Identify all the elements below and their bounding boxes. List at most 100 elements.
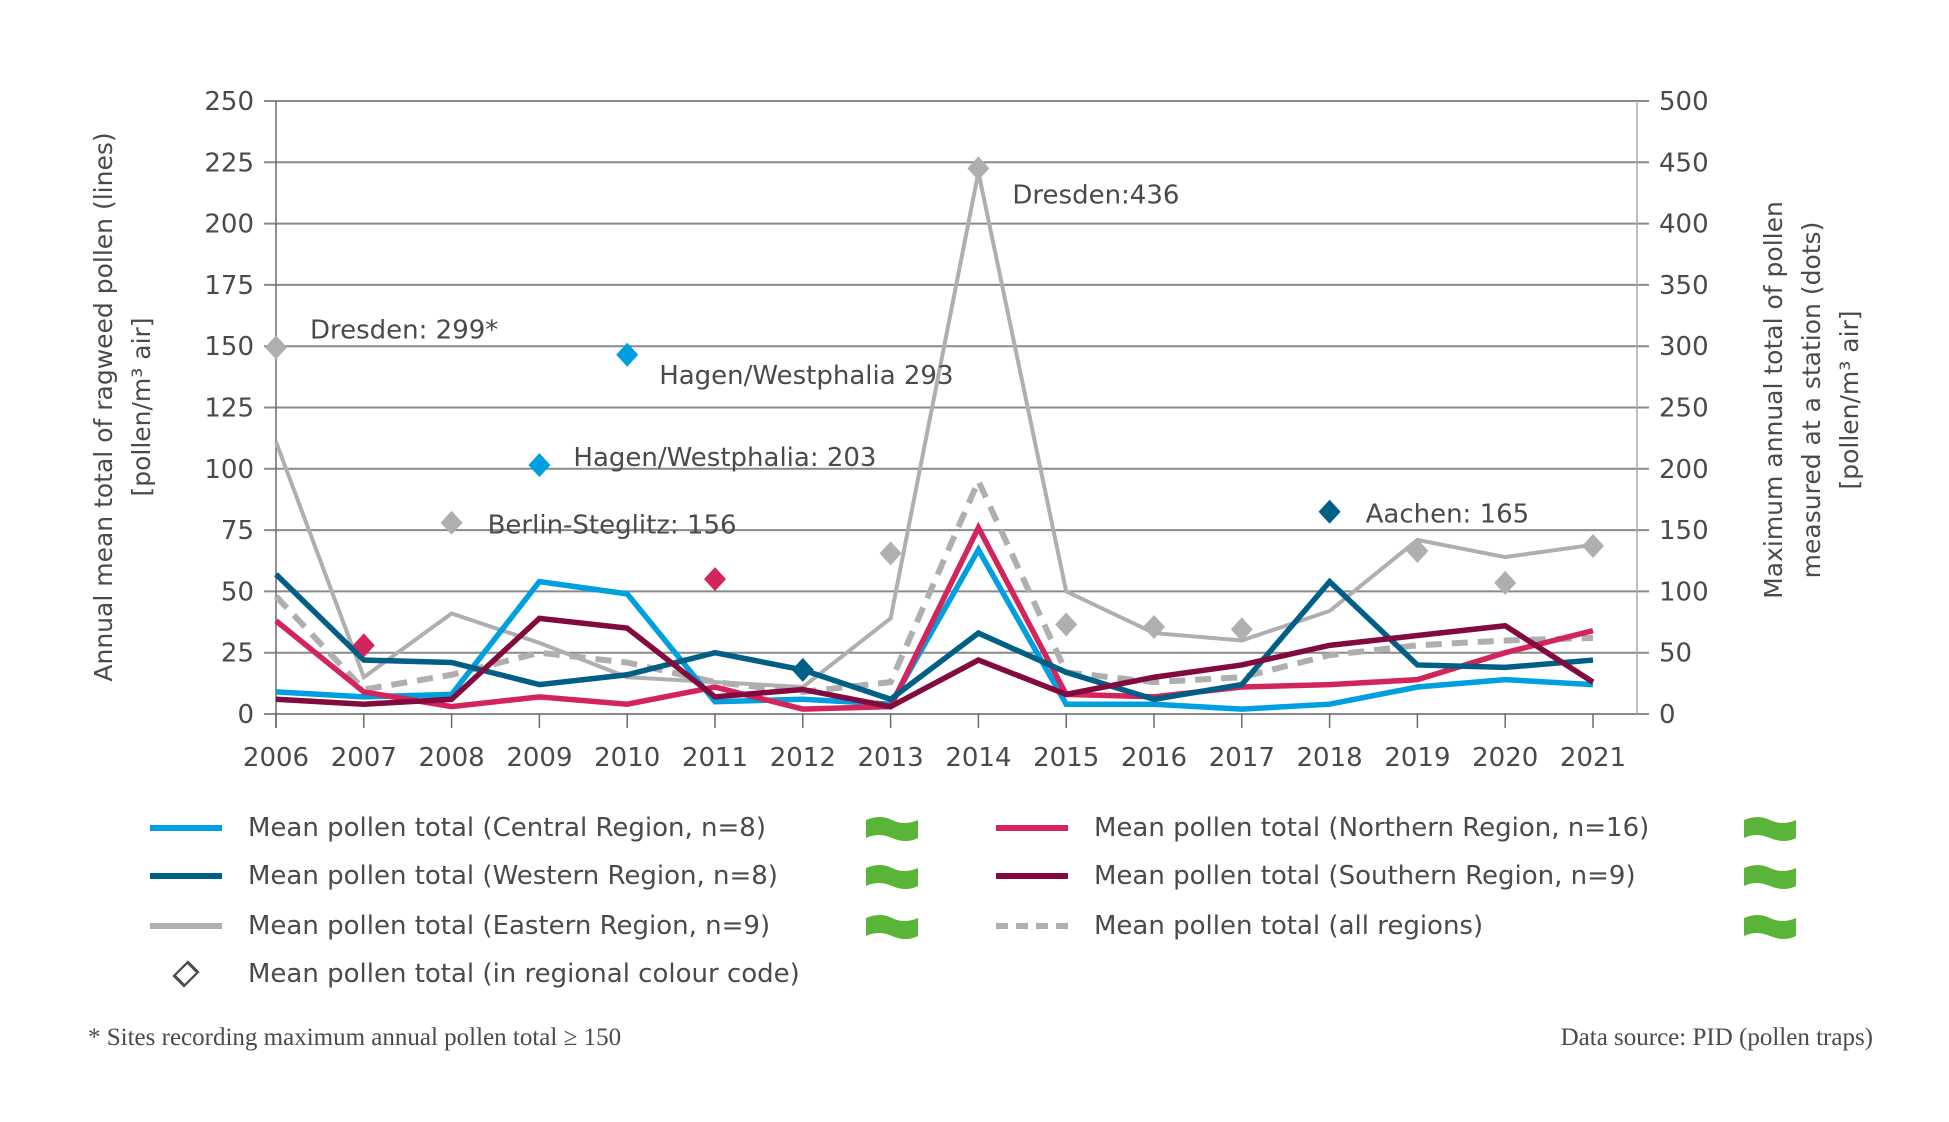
x-tick-label: 2014	[945, 743, 1011, 773]
wave-trend-icon	[1744, 915, 1796, 939]
legend-item-all: Mean pollen total (all regions)	[996, 906, 1483, 946]
legend-label: Mean pollen total (Southern Region, n=9)	[1094, 861, 1636, 891]
y-tick-label-right: 200	[1659, 455, 1709, 485]
marker-diamond-2019	[1406, 538, 1429, 563]
y-tick-label-left: 50	[221, 577, 254, 607]
legend-item-western: Mean pollen total (Western Region, n=8)	[150, 856, 778, 896]
legend-item-central: Mean pollen total (Central Region, n=8)	[150, 808, 766, 848]
marker-annotation: Berlin-Steglitz: 156	[488, 511, 737, 541]
left-axis-title: Annual mean total of ragweed pollen (lin…	[89, 132, 118, 681]
legend-swatch-southern	[996, 873, 1068, 879]
y-tick-label-right: 50	[1659, 639, 1692, 669]
y-tick-label-right: 100	[1659, 577, 1709, 607]
y-tick-label-left: 25	[221, 639, 254, 669]
x-tick-label: 2016	[1121, 743, 1187, 773]
marker-annotation: Dresden:436	[1012, 180, 1179, 210]
y-tick-label-left: 100	[204, 455, 254, 485]
legend-item-eastern: Mean pollen total (Eastern Region, n=9)	[150, 906, 770, 946]
marker-diamond-2006	[265, 335, 287, 360]
marker-annotation: Hagen/Westphalia: 203	[573, 443, 876, 473]
legend-swatch-central	[150, 825, 222, 831]
marker-diamond-2017	[1230, 617, 1253, 642]
legend-swatch-northern	[996, 825, 1068, 831]
marker-annotation: Aachen: 165	[1366, 500, 1530, 530]
legend-swatch-western	[150, 873, 222, 879]
marker-diamond-2008	[440, 510, 463, 535]
x-tick-label: 2021	[1560, 743, 1626, 773]
marker-annotation: Dresden: 299*	[310, 315, 498, 345]
left-axis-unit: [pollen/m³ air]	[127, 317, 156, 496]
x-tick-label: 2017	[1209, 743, 1275, 773]
y-tick-label-left: 125	[204, 394, 254, 424]
x-tick-label: 2008	[419, 743, 485, 773]
x-tick-label: 2019	[1384, 743, 1450, 773]
y-tick-label-right: 0	[1659, 700, 1676, 730]
y-tick-label-right: 350	[1659, 271, 1709, 301]
marker-diamond-2014	[967, 156, 990, 181]
series-line-all	[273, 473, 1594, 695]
legend-label: Mean pollen total (Central Region, n=8)	[248, 813, 766, 843]
y-tick-label-left: 0	[237, 700, 254, 730]
data-source: Data source: PID (pollen traps)	[1560, 1024, 1873, 1051]
x-tick-label: 2010	[594, 743, 660, 773]
marker-diamond-2009	[528, 453, 551, 478]
legend-swatch-diamond	[150, 954, 222, 994]
legend-item-northern: Mean pollen total (Northern Region, n=16…	[996, 808, 1649, 848]
right-axis-title: Maximum annual total of pollen	[1759, 201, 1788, 599]
y-tick-label-left: 200	[204, 210, 254, 240]
tick-labels: 0 25 50 75 100 125 150 175 200 225 250 0 50 100 150 200…	[204, 87, 1708, 773]
wave-trend-icon	[1744, 817, 1796, 841]
marker-diamond-2020	[1494, 570, 1517, 595]
legend-item-southern: Mean pollen total (Southern Region, n=9)	[996, 856, 1636, 896]
y-tick-label-left: 175	[204, 271, 254, 301]
marker-diamond-2012	[791, 657, 814, 682]
wave-trend-icon	[866, 915, 918, 939]
x-tick-label: 2009	[506, 743, 572, 773]
x-tick-label: 2007	[331, 743, 397, 773]
legend-label: Mean pollen total (all regions)	[1094, 911, 1484, 941]
x-tick-label: 2006	[243, 743, 309, 773]
y-tick-label-right: 250	[1659, 394, 1709, 424]
series-line-western	[274, 572, 1594, 703]
marker-annotation: Hagen/Westphalia 293	[659, 361, 953, 391]
gridlines	[264, 100, 1649, 715]
marker-diamond-2013	[879, 541, 902, 566]
footnote: * Sites recording maximum annual pollen …	[88, 1024, 622, 1051]
x-tick-label: 2012	[770, 743, 836, 773]
x-tick-label: 2018	[1297, 743, 1363, 773]
series-line-eastern	[274, 171, 1594, 690]
y-tick-label-left: 250	[204, 87, 254, 117]
right-axis-unit: [pollen/m³ air]	[1835, 310, 1864, 489]
legend-label: Mean pollen total (Northern Region, n=16…	[1094, 813, 1650, 843]
x-tick-label: 2011	[682, 743, 748, 773]
legend-label: Mean pollen total (Eastern Region, n=9)	[248, 911, 771, 941]
series-line-central	[275, 544, 1594, 712]
marker-diamond-2018	[1318, 499, 1341, 524]
marker-diamond-2016	[1143, 614, 1165, 639]
right-axis-title-line2: measured at a station (dots)	[1797, 222, 1826, 579]
marker-diamond-2011	[704, 567, 726, 592]
wave-trend-icon	[866, 865, 918, 889]
series-lines	[273, 171, 1595, 712]
x-tick-label: 2015	[1033, 743, 1099, 773]
wave-trend-icon	[1744, 865, 1796, 889]
legend-swatch-all	[996, 923, 1068, 929]
marker-diamond-2015	[1055, 612, 1078, 637]
legend-label: Mean pollen total (Western Region, n=8)	[248, 861, 778, 891]
series-line-southern	[275, 615, 1595, 710]
x-tick-label: 2020	[1472, 743, 1538, 773]
marker-diamond-2010	[616, 342, 639, 367]
marker-diamond-2007	[352, 633, 375, 658]
legend-item-markers: Mean pollen total (in regional colour co…	[150, 954, 800, 994]
y-tick-label-right: 300	[1659, 332, 1709, 362]
y-tick-label-left: 225	[204, 148, 254, 178]
x-tick-label: 2013	[858, 743, 924, 773]
y-tick-label-right: 500	[1659, 87, 1709, 117]
y-tick-label-right: 150	[1659, 516, 1709, 546]
y-tick-label-left: 75	[221, 516, 254, 546]
wave-trend-icon	[866, 817, 918, 841]
y-tick-label-left: 150	[204, 332, 254, 362]
y-tick-label-right: 450	[1659, 148, 1709, 178]
legend-swatch-eastern	[150, 923, 222, 929]
